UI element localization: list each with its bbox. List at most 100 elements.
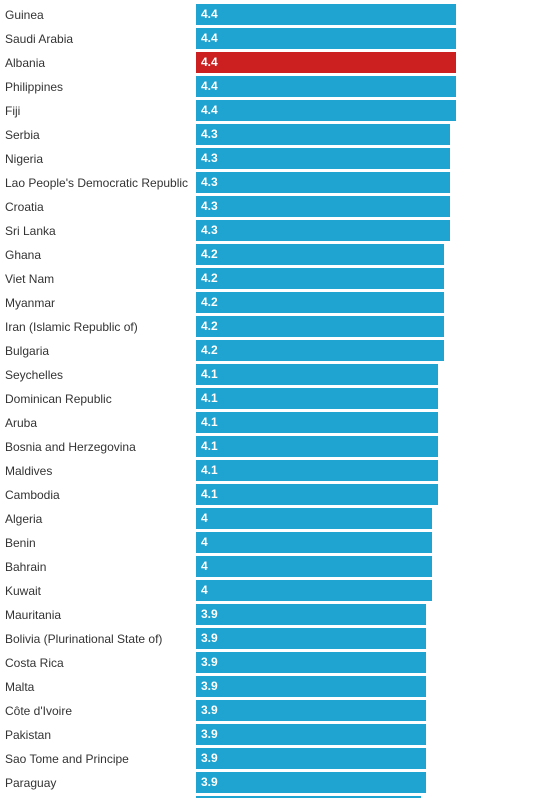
- category-label: Fiji: [5, 104, 21, 118]
- bar: 4.3: [196, 172, 450, 193]
- value-label: 4.3: [201, 223, 218, 237]
- value-label: 4.3: [201, 127, 218, 141]
- bar: 3.9: [196, 748, 426, 769]
- value-label: 4.2: [201, 343, 218, 357]
- bar: 4.3: [196, 148, 450, 169]
- bar-row: Cambodia 4.1: [0, 483, 539, 507]
- bar: 4.2: [196, 268, 444, 289]
- value-label: 4.3: [201, 175, 218, 189]
- bar-row: Croatia 4.3: [0, 195, 539, 219]
- bar: 3.9: [196, 628, 426, 649]
- bar-row: Viet Nam 4.2: [0, 267, 539, 291]
- category-label: Benin: [5, 536, 36, 550]
- category-label: Croatia: [5, 200, 44, 214]
- value-label: 3.9: [201, 607, 218, 621]
- category-label: Bahrain: [5, 560, 47, 574]
- category-label: Maldives: [5, 464, 53, 478]
- bar-row: Lao People's Democratic Republic 4.3: [0, 171, 539, 195]
- value-label: 4.4: [201, 55, 218, 69]
- category-label: Albania: [5, 56, 46, 70]
- category-label: Côte d'Ivoire: [5, 704, 72, 718]
- category-label: Paraguay: [5, 776, 57, 790]
- category-label: Seychelles: [5, 368, 64, 382]
- category-label: Aruba: [5, 416, 38, 430]
- bar: 4.1: [196, 364, 438, 385]
- value-label: 4: [201, 535, 208, 549]
- value-label: 4.2: [201, 271, 218, 285]
- bar-row: Pakistan 3.9: [0, 723, 539, 747]
- bar-row: Saudi Arabia 4.4: [0, 27, 539, 51]
- bar: 4.3: [196, 220, 450, 241]
- bar-row: Algeria 4: [0, 507, 539, 531]
- bar-row: Benin 4: [0, 531, 539, 555]
- highlighted-bar: 4.4: [196, 52, 456, 73]
- bar: 3.9: [196, 652, 426, 673]
- bar: 4.1: [196, 388, 438, 409]
- bar: 4.4: [196, 76, 456, 97]
- bar-row: Paraguay 3.9: [0, 771, 539, 795]
- category-label: Sri Lanka: [5, 224, 56, 238]
- bar: 3.9: [196, 772, 426, 793]
- bar-row: Serbia 4.3: [0, 123, 539, 147]
- bar: 4.1: [196, 460, 438, 481]
- bar: [196, 796, 421, 798]
- bar-row: Aruba 4.1: [0, 411, 539, 435]
- bar: 4.2: [196, 244, 444, 265]
- category-label: Bulgaria: [5, 344, 50, 358]
- category-label: Serbia: [5, 128, 40, 142]
- category-label: Ghana: [5, 248, 42, 262]
- bar-row: Côte d'Ivoire 3.9: [0, 699, 539, 723]
- bar: 4.1: [196, 436, 438, 457]
- category-label: Malta: [5, 680, 35, 694]
- bar-row: Bulgaria 4.2: [0, 339, 539, 363]
- bar: 3.9: [196, 724, 426, 745]
- category-label: Nigeria: [5, 152, 44, 166]
- bar-row: Maldives 4.1: [0, 459, 539, 483]
- bar-row: Costa Rica 3.9: [0, 651, 539, 675]
- value-label: 4: [201, 583, 208, 597]
- value-label: 3.9: [201, 703, 218, 717]
- value-label: 4.3: [201, 199, 218, 213]
- category-label: Cambodia: [5, 488, 60, 502]
- bar: 4.2: [196, 316, 444, 337]
- value-label: 4.2: [201, 247, 218, 261]
- category-label: Bolivia (Plurinational State of): [5, 632, 163, 646]
- value-label: 4.4: [201, 31, 218, 45]
- bar-row: Albania 4.4: [0, 51, 539, 75]
- category-label: Iran (Islamic Republic of): [5, 320, 138, 334]
- value-label: 4.1: [201, 463, 218, 477]
- value-label: 4.2: [201, 295, 218, 309]
- value-label: 4.4: [201, 79, 218, 93]
- bar-row: Seychelles 4.1: [0, 363, 539, 387]
- bar: 3.9: [196, 676, 426, 697]
- bar: 4.2: [196, 340, 444, 361]
- bar: 4.3: [196, 124, 450, 145]
- bar-row: Nigeria 4.3: [0, 147, 539, 171]
- bar-row: Ghana 4.2: [0, 243, 539, 267]
- bar-row: Bolivia (Plurinational State of) 3.9: [0, 627, 539, 651]
- bar-row: Fiji 4.4: [0, 99, 539, 123]
- value-label: 4.1: [201, 439, 218, 453]
- bar: 4.4: [196, 28, 456, 49]
- category-label: Viet Nam: [5, 272, 55, 286]
- value-label: 4.1: [201, 391, 218, 405]
- bar-row: Mauritania 3.9: [0, 603, 539, 627]
- bar-row: Iran (Islamic Republic of) 4.2: [0, 315, 539, 339]
- value-label: 4.1: [201, 367, 218, 381]
- category-label: Kuwait: [5, 584, 42, 598]
- category-label: Myanmar: [5, 296, 56, 310]
- category-label: Guinea: [5, 8, 44, 22]
- bar-row: Philippines 4.4: [0, 75, 539, 99]
- bar-row: Bosnia and Herzegovina 4.1: [0, 435, 539, 459]
- category-label: Lao People's Democratic Republic: [5, 176, 189, 190]
- value-label: 3.9: [201, 631, 218, 645]
- bar: 3.9: [196, 604, 426, 625]
- value-label: 4.1: [201, 415, 218, 429]
- bar-row: Sri Lanka 4.3: [0, 219, 539, 243]
- bar: 4: [196, 556, 432, 577]
- bar: 3.9: [196, 700, 426, 721]
- bar: 4.2: [196, 292, 444, 313]
- category-label: Algeria: [5, 512, 43, 526]
- category-label: Dominican Republic: [5, 392, 112, 406]
